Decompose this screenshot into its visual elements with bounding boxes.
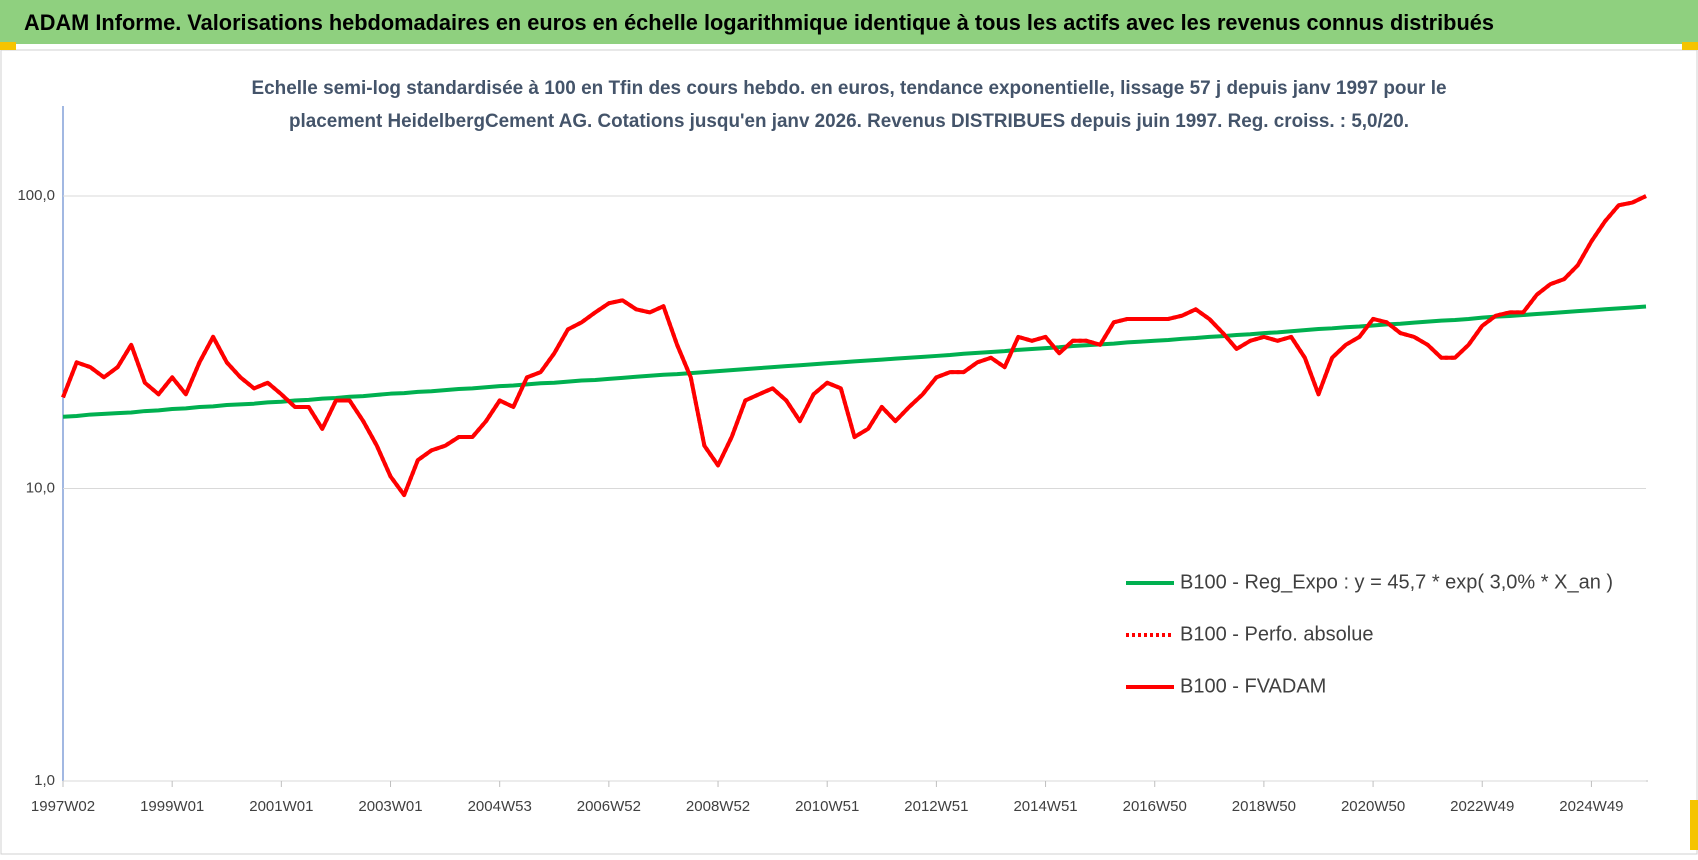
x-tick-label: 2020W50 [1341, 798, 1405, 815]
x-tick-label: 2018W50 [1232, 798, 1296, 815]
legend-label: B100 - Perfo. absolue [1180, 623, 1373, 645]
y-tick-label: 100,0 [17, 187, 55, 204]
legend-label: B100 - FVADAM [1180, 675, 1326, 697]
chart-frame [0, 49, 1698, 855]
corner-mark [1682, 42, 1698, 50]
x-tick-label: 1997W02 [31, 798, 95, 815]
x-tick-label: 2006W52 [577, 798, 641, 815]
y-tick-label: 10,0 [26, 479, 55, 496]
chart-subtitle: Echelle semi-log standardisée à 100 en T… [252, 78, 1447, 99]
legend-label: B100 - Reg_Expo : y = 45,7 * exp( 3,0% *… [1180, 571, 1613, 593]
title-bar [0, 0, 1698, 44]
x-tick-label: 2012W51 [904, 798, 968, 815]
chart-subtitle: placement HeidelbergCement AG. Cotations… [289, 111, 1409, 132]
x-tick-label: 2014W51 [1013, 798, 1077, 815]
corner-mark [1690, 800, 1698, 850]
x-tick-label: 2010W51 [795, 798, 859, 815]
chart-title: ADAM Informe. Valorisations hebdomadaire… [24, 10, 1494, 35]
y-tick-label: 1,0 [34, 772, 55, 789]
x-tick-label: 2008W52 [686, 798, 750, 815]
x-tick-label: 2004W53 [468, 798, 532, 815]
corner-mark [0, 42, 16, 50]
x-tick-label: 2001W01 [249, 798, 313, 815]
series-line [62, 304, 1647, 419]
x-tick-label: 2003W01 [358, 798, 422, 815]
series-line [61, 194, 1647, 498]
x-tick-label: 2022W49 [1450, 798, 1514, 815]
x-tick-label: 1999W01 [140, 798, 204, 815]
x-tick-label: 2024W49 [1559, 798, 1623, 815]
x-tick-label: 2016W50 [1123, 798, 1187, 815]
